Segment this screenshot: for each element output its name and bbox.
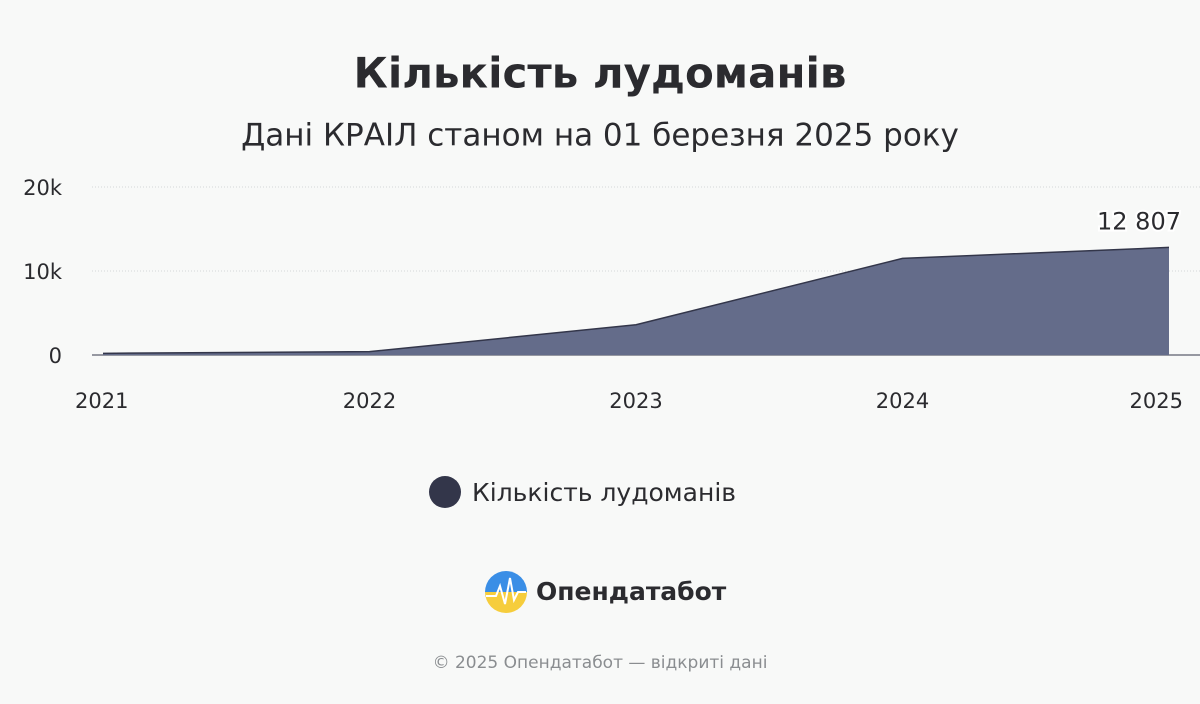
area: [103, 247, 1169, 355]
y-tick-label: 0: [49, 344, 62, 368]
plot-area: 0 10k 20k 2021 2022 2023 2024 2025 12 807 Кількіс…: [23, 176, 1200, 508]
x-tick-label: 2025: [1130, 389, 1183, 413]
data-label: 12 807: [1097, 207, 1181, 235]
footer: © 2025 Опендатабот — відкриті дані: [433, 653, 768, 673]
logo-pulse: [486, 577, 526, 605]
y-tick-label: 10k: [23, 260, 63, 284]
x-tick-label: 2024: [876, 389, 929, 413]
y-tick-label: 20k: [23, 176, 63, 200]
chart-title: Кількість лудоманів: [354, 49, 847, 98]
x-tick-label: 2022: [343, 389, 396, 413]
x-tick-label: 2021: [75, 389, 128, 413]
logo: Опендатабот: [485, 571, 727, 613]
logo-icon: [485, 571, 527, 613]
chart-subtitle: Дані КРАІЛ станом на 01 березня 2025 рок…: [241, 118, 959, 154]
legend-label[interactable]: Кількість лудоманів: [472, 478, 736, 507]
area-line: [102, 246, 1170, 355]
x-tick-label: 2023: [609, 389, 662, 413]
logo-text: Опендатабот: [536, 577, 727, 606]
legend-marker: [429, 476, 461, 508]
